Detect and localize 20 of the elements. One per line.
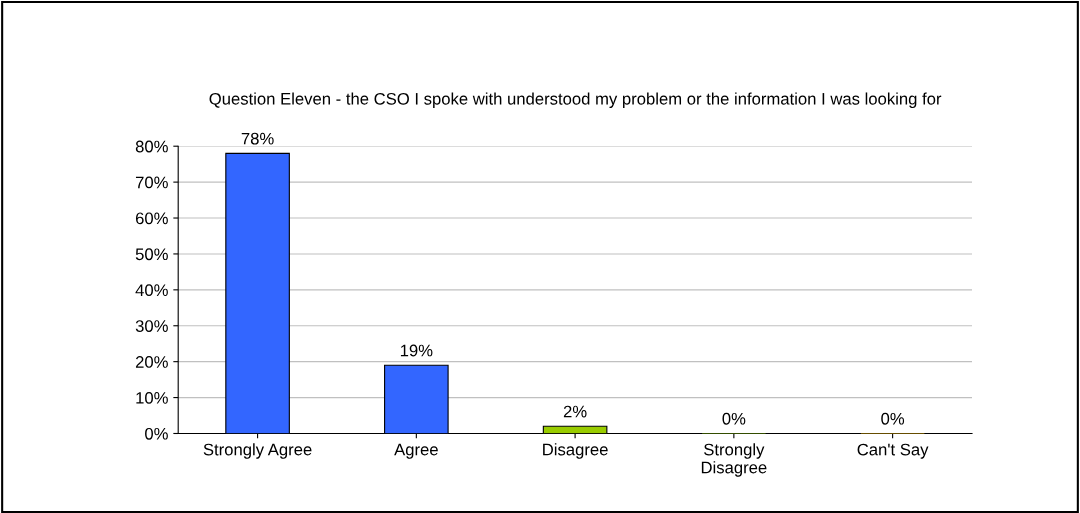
x-tick-label: Agree — [394, 443, 438, 459]
x-tick-label: Strongly Disagree — [701, 443, 767, 477]
y-tick-label: 40% — [135, 284, 168, 297]
y-tick-label: 0% — [145, 427, 168, 440]
data-label: 2% — [563, 405, 587, 418]
y-tick-label: 50% — [135, 248, 168, 261]
y-tick-label: 30% — [135, 320, 168, 332]
data-label: 19% — [400, 344, 433, 357]
y-tick-label: 10% — [136, 391, 168, 404]
chart-title: Question Eleven - the CSO I spoke with understood my problem or the information I was looking for — [209, 92, 942, 108]
data-label: 0% — [722, 412, 746, 425]
x-tick-label: Disagree — [543, 443, 608, 459]
y-tick-label: 70% — [135, 176, 168, 189]
x-tick-label: Can't Say — [857, 443, 929, 459]
y-tick-label: 60% — [135, 212, 168, 225]
data-label: 78% — [241, 132, 274, 145]
y-tick-label: 20% — [135, 356, 168, 368]
y-tick-label: 80% — [135, 140, 168, 153]
x-tick-label: Strongly Agree — [203, 443, 312, 459]
data-label: 0% — [881, 412, 905, 425]
